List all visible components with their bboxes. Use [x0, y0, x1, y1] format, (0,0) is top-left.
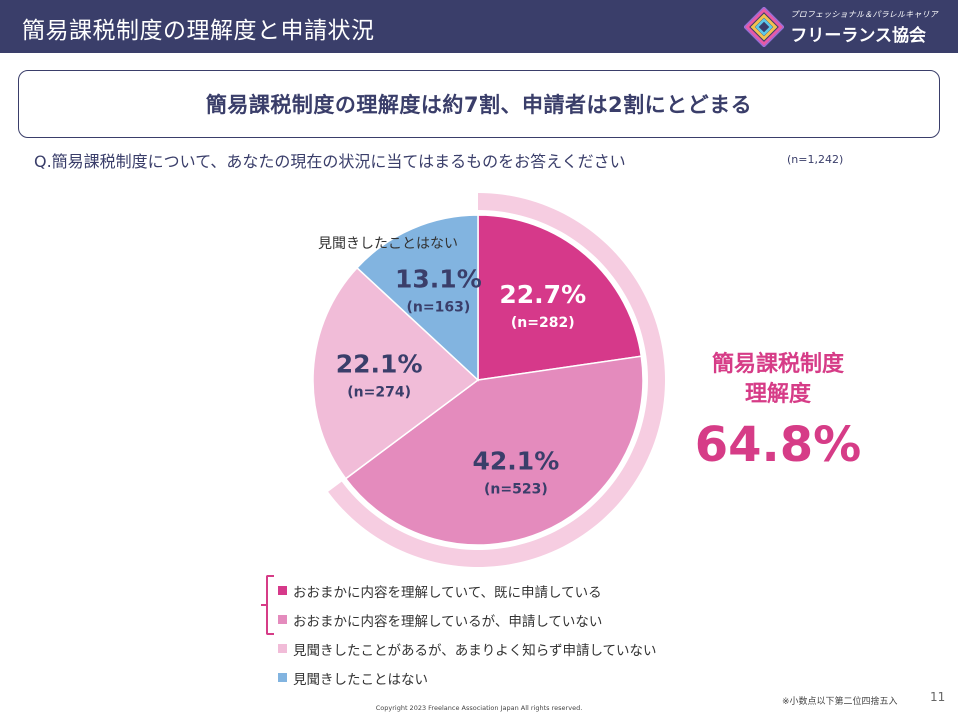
slice-percent-label: 42.1% — [473, 446, 560, 475]
question-text: Q.簡易課税制度について、あなたの現在の状況に当てはまるものをお答えください — [34, 152, 626, 171]
legend-bracket-tick — [261, 604, 267, 606]
headline-box: 簡易課税制度の理解度は約7割、申請者は2割にとどまる — [18, 70, 940, 138]
pie-slice — [355, 214, 479, 382]
callout-line2: 理解度 — [744, 382, 811, 407]
copyright: Copyright 2023 Freelance Association Jap… — [375, 704, 583, 712]
legend-item: おおまかに内容を理解しているが、申請していない — [278, 605, 657, 634]
pie-slice — [344, 355, 644, 546]
slice-count-label: (n=523) — [484, 481, 548, 497]
logo-name: フリーランス協会 — [790, 25, 927, 46]
legend-swatch — [278, 615, 287, 624]
legend-item: 見聞きしたことがあるが、あまりよく知らず申請していない — [278, 634, 657, 663]
pie-slice — [477, 214, 643, 381]
understanding-callout: 簡易課税制度 理解度 64.8% — [690, 350, 866, 476]
callout-value: 64.8% — [694, 417, 862, 473]
legend-label: 見聞きしたことはない — [293, 671, 428, 688]
outer-slice-label: 見聞きしたことはない — [318, 236, 458, 252]
legend-item: おおまかに内容を理解していて、既に申請している — [278, 576, 657, 605]
logo: プロフェッショナル＆パラレルキャリア フリーランス協会 — [744, 5, 938, 49]
slice-count-label: (n=163) — [407, 299, 471, 315]
page-title: 簡易課税制度の理解度と申請状況 — [22, 18, 375, 44]
headline: 簡易課税制度の理解度は約7割、申請者は2割にとどまる — [205, 93, 753, 117]
legend-swatch — [278, 644, 287, 653]
slice-percent-label: 22.1% — [336, 350, 423, 379]
legend-bracket — [266, 575, 274, 635]
rounding-note: ※小数点以下第二位四捨五入 — [782, 697, 898, 707]
slice-count-label: (n=282) — [511, 315, 575, 331]
slice-count-label: (n=274) — [347, 385, 411, 401]
legend-label: 見聞きしたことがあるが、あまりよく知らず申請していない — [293, 642, 657, 659]
legend-item: 見聞きしたことはない — [278, 663, 657, 692]
logo-mark-icon — [744, 7, 785, 47]
legend-swatch — [278, 586, 287, 595]
callout-line1: 簡易課税制度 — [711, 352, 844, 377]
slice-percent-label: 22.7% — [499, 280, 586, 309]
sample-size: (n=1,242) — [787, 153, 844, 166]
logo-subtitle: プロフェッショナル＆パラレルキャリア — [790, 9, 938, 19]
header-bar: 簡易課税制度の理解度と申請状況 プロフェッショナル＆パラレルキャリア フリーラン… — [0, 0, 958, 53]
legend-label: おおまかに内容を理解しているが、申請していない — [293, 613, 603, 630]
pie-slice — [312, 266, 480, 480]
slice-percent-label: 13.1% — [395, 264, 482, 293]
legend-swatch — [278, 673, 287, 682]
legend: おおまかに内容を理解していて、既に申請している おおまかに内容を理解しているが、… — [278, 576, 657, 692]
legend-label: おおまかに内容を理解していて、既に申請している — [293, 584, 602, 601]
page-number: 11 — [930, 690, 946, 704]
